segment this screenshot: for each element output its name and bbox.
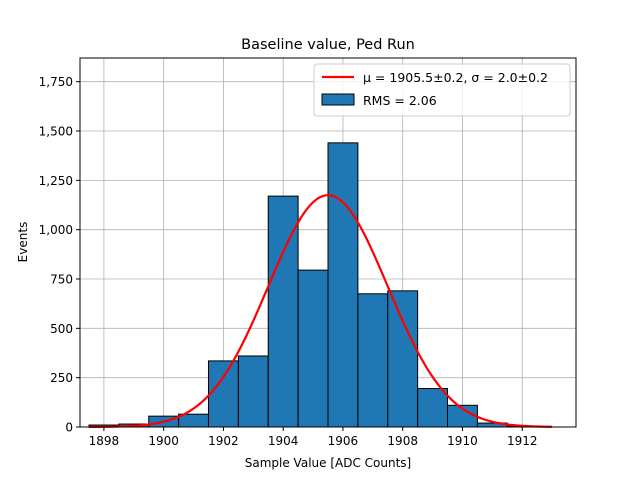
histogram-bar-5 [237, 355, 269, 428]
legend: μ = 1905.5±0.2, σ = 2.0±0.2 RMS = 2.06 [313, 63, 571, 117]
y-tick-label-3: 750 [50, 273, 73, 287]
x-tick-label-0: 1898 [89, 434, 120, 448]
y-tick-label-4: 1,000 [39, 223, 73, 237]
y-tick-label-7: 1,750 [39, 75, 73, 89]
x-tick-label-4: 1906 [328, 434, 359, 448]
histogram-bar-11 [417, 388, 449, 428]
x-axis-label: Sample Value [ADC Counts] [245, 456, 411, 470]
chart-title: Baseline value, Ped Run [241, 37, 415, 53]
histogram-bar-4 [207, 360, 239, 428]
histogram-bar-9 [357, 293, 389, 428]
legend-box [313, 63, 571, 117]
y-tick-label-0: 0 [65, 421, 73, 435]
legend-fit-label: μ = 1905.5±0.2, σ = 2.0±0.2 [363, 70, 548, 85]
legend-histogram-label: RMS = 2.06 [363, 93, 437, 108]
x-tick-label-1: 1900 [148, 434, 179, 448]
fit-curve [88, 194, 553, 429]
y-axis-label: Events [16, 222, 30, 263]
x-tick-label-6: 1910 [447, 434, 478, 448]
histogram-bar-3 [178, 413, 209, 428]
histogram-bar-7 [297, 269, 329, 428]
y-tick-label-1: 250 [50, 371, 73, 385]
x-tick-label-2: 1902 [208, 434, 239, 448]
x-axis-ticks: 1898 1900 1902 1904 1906 1908 1910 1912 [89, 427, 538, 448]
histogram-bar-10 [387, 290, 419, 428]
histogram-bar-8 [327, 142, 359, 428]
legend-histogram-patch [321, 93, 355, 106]
x-tick-label-7: 1912 [507, 434, 538, 448]
x-tick-label-3: 1904 [268, 434, 299, 448]
y-tick-label-6: 1,500 [39, 125, 73, 139]
histogram-bars [88, 142, 538, 428]
y-tick-label-2: 500 [50, 322, 73, 336]
gaussian-fit [88, 194, 553, 429]
plot-frame [79, 57, 577, 428]
y-tick-label-5: 1,250 [39, 174, 73, 188]
histogram-bar-6 [267, 195, 299, 428]
y-axis-ticks: 0 250 500 750 1,000 1,250 1,500 1,750 [39, 75, 80, 435]
x-tick-label-5: 1908 [387, 434, 418, 448]
